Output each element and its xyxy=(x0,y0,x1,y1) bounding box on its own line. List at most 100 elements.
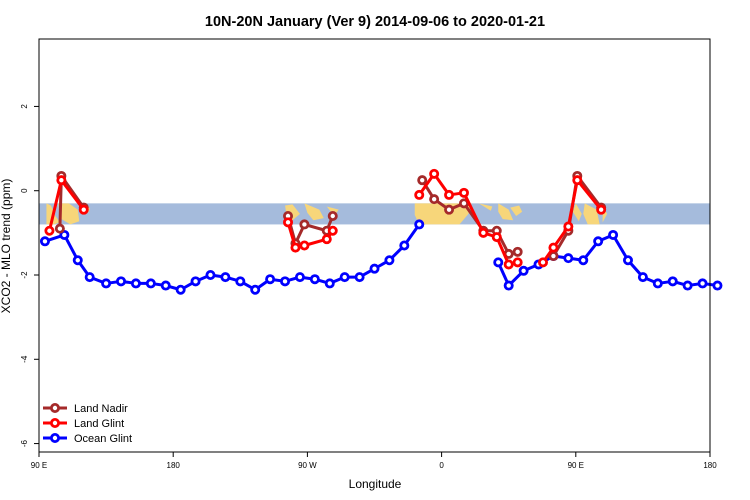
ocean-glint-point xyxy=(667,276,678,287)
ocean-glint-point xyxy=(563,253,574,264)
legend-label-ocean-glint: Ocean Glint xyxy=(74,433,132,445)
land-nadir-point xyxy=(327,210,338,221)
legend-label-land-nadir: Land Nadir xyxy=(74,403,128,415)
ocean-glint-point xyxy=(190,276,201,287)
land-glint-point xyxy=(548,242,559,253)
y-tick-label: 2 xyxy=(20,104,29,109)
x-tick-label: 180 xyxy=(703,461,717,470)
land-glint-point xyxy=(327,225,338,236)
land-glint-point xyxy=(299,240,310,251)
ocean-glint-point xyxy=(593,236,604,247)
x-tick-label: 90 W xyxy=(298,461,317,470)
y-tick-label: -4 xyxy=(20,355,29,363)
legend-marker-ocean-glint xyxy=(50,432,61,443)
land-nadir-point xyxy=(444,204,455,215)
land-glint-point xyxy=(458,187,469,198)
series-land-nadir xyxy=(54,170,607,262)
ocean-glint-point xyxy=(339,272,350,283)
land-glint-point xyxy=(429,168,440,179)
land-glint-point xyxy=(491,232,502,243)
ocean-glint-point xyxy=(414,219,425,230)
ocean-glint-point xyxy=(175,284,186,295)
ocean-glint-point xyxy=(324,278,335,289)
ocean-band xyxy=(39,203,710,225)
legend: Land Nadir Land Glint Ocean Glint xyxy=(43,402,132,445)
ocean-glint-point xyxy=(235,276,246,287)
land-glint-point xyxy=(478,227,489,238)
series-land-glint xyxy=(44,168,607,270)
ocean-glint-point xyxy=(84,272,95,283)
ocean-glint-point xyxy=(682,280,693,291)
land-glint-point xyxy=(290,242,301,253)
land-patch xyxy=(583,203,600,225)
ocean-glint-point xyxy=(622,255,633,266)
land-patch xyxy=(58,203,80,225)
land-glint-point xyxy=(321,234,332,245)
ocean-glint-point xyxy=(399,240,410,251)
ocean-glint-point xyxy=(250,284,261,295)
land-glint-point xyxy=(596,204,607,215)
legend-marker-land-glint xyxy=(50,417,61,428)
land-glint-point xyxy=(563,221,574,232)
ocean-glint-point xyxy=(220,272,231,283)
ocean-glint-point xyxy=(116,276,127,287)
land-glint-point xyxy=(283,217,294,228)
land-glint-point xyxy=(512,257,523,268)
land-nadir-point xyxy=(512,246,523,257)
ocean-glint-point xyxy=(652,278,663,289)
ocean-glint-point xyxy=(309,274,320,285)
chart-title: 10N-20N January (Ver 9) 2014-09-06 to 20… xyxy=(205,14,545,30)
y-tick-label: -6 xyxy=(20,439,29,447)
legend-marker-land-nadir xyxy=(50,402,61,413)
series-ocean-glint xyxy=(39,219,723,295)
land-glint-point xyxy=(503,259,514,270)
ocean-glint-point xyxy=(294,272,305,283)
ocean-glint-point xyxy=(518,265,529,276)
land-patch xyxy=(510,205,523,216)
ocean-glint-point xyxy=(354,272,365,283)
land-nadir-point xyxy=(429,194,440,205)
ocean-glint-point xyxy=(578,255,589,266)
land-nadir-point xyxy=(417,175,428,186)
ocean-glint-point xyxy=(72,255,83,266)
land-glint-point xyxy=(414,189,425,200)
y-axis-label: XCO2 - MLO trend (ppm) xyxy=(0,179,13,314)
ocean-glint-point xyxy=(712,280,723,291)
series-layer xyxy=(39,168,723,295)
ocean-glint-point xyxy=(608,229,619,240)
ocean-glint-point xyxy=(205,269,216,280)
land-glint-point xyxy=(78,204,89,215)
ocean-glint-point xyxy=(697,278,708,289)
ocean-glint-line xyxy=(496,233,718,288)
x-axis: 90 E 180 90 W 0 90 E 180 xyxy=(31,452,717,470)
ocean-glint-point xyxy=(59,229,70,240)
land-patch xyxy=(414,203,472,225)
ocean-glint-point xyxy=(265,274,276,285)
map-band xyxy=(39,203,710,225)
land-glint-point xyxy=(56,175,67,186)
land-glint-point xyxy=(572,175,583,186)
plot-frame xyxy=(38,38,711,453)
land-glint-point xyxy=(44,225,55,236)
ocean-glint-point xyxy=(39,236,50,247)
x-tick-label: 0 xyxy=(439,461,444,470)
ocean-glint-point xyxy=(145,278,156,289)
legend-label-land-glint: Land Glint xyxy=(74,418,124,430)
ocean-glint-point xyxy=(280,276,291,287)
land-nadir-point xyxy=(54,223,65,234)
land-patch xyxy=(478,203,493,211)
ocean-glint-point xyxy=(384,255,395,266)
x-axis-label: Longitude xyxy=(349,477,402,491)
x-tick-label: 90 E xyxy=(568,461,584,470)
ocean-glint-point xyxy=(503,280,514,291)
ocean-glint-point xyxy=(637,272,648,283)
y-tick-label: -2 xyxy=(20,271,29,279)
land-patch xyxy=(572,203,582,222)
x-tick-label: 180 xyxy=(167,461,181,470)
ocean-glint-point xyxy=(130,278,141,289)
ocean-glint-point xyxy=(369,263,380,274)
land-patch xyxy=(498,203,514,221)
ocean-glint-point xyxy=(160,280,171,291)
land-glint-point xyxy=(537,257,548,268)
